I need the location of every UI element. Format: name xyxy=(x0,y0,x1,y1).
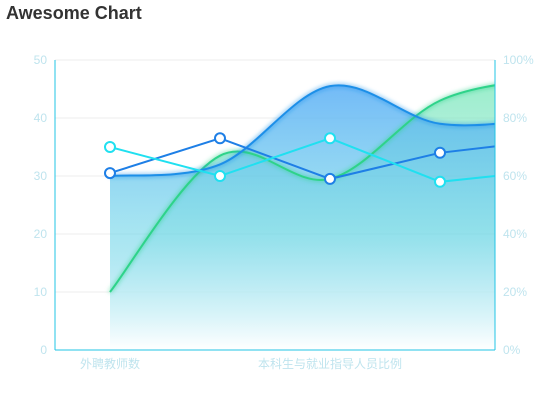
y-right-tick-label: 40% xyxy=(503,227,527,241)
y-right-tick-label: 20% xyxy=(503,285,527,299)
series-point-3-1 xyxy=(214,170,226,182)
area-fills xyxy=(110,85,495,350)
y-left-tick-label: 10 xyxy=(34,285,48,299)
series-point-3-3 xyxy=(434,175,446,188)
series-point-2-1 xyxy=(214,132,226,145)
y-left-tick-label: 0 xyxy=(40,343,47,357)
series-point-3-2 xyxy=(324,132,336,145)
y-left-tick-label: 20 xyxy=(34,227,48,241)
y-left-tick-label: 50 xyxy=(34,53,48,67)
series-point-3-0 xyxy=(104,141,116,153)
y-left-tick-label: 30 xyxy=(34,169,48,183)
y-right-tick-label: 100% xyxy=(503,53,534,67)
series-point-2-0 xyxy=(104,167,116,180)
x-tick-label: 外聘教师数 xyxy=(80,356,140,371)
axes xyxy=(54,60,496,351)
x-tick-label: 本科生与就业指导人员比例 xyxy=(258,356,402,371)
series-point-2-3 xyxy=(434,146,446,159)
series-markers xyxy=(104,132,446,188)
y-right-tick-label: 0% xyxy=(503,343,521,357)
y-right-tick-label: 60% xyxy=(503,169,527,183)
series-point-2-2 xyxy=(324,172,336,185)
tick-labels: 0 10 20 30 40 50 0% 20% 40% 60% 80% 100% 外聘教师数 本科生与就业… xyxy=(34,53,534,371)
y-left-tick-label: 40 xyxy=(34,111,48,125)
chart-title: Awesome Chart xyxy=(6,3,142,23)
series-area-1 xyxy=(110,85,495,350)
y-right-tick-label: 80% xyxy=(503,111,527,125)
series-line-1 xyxy=(109,84,495,177)
